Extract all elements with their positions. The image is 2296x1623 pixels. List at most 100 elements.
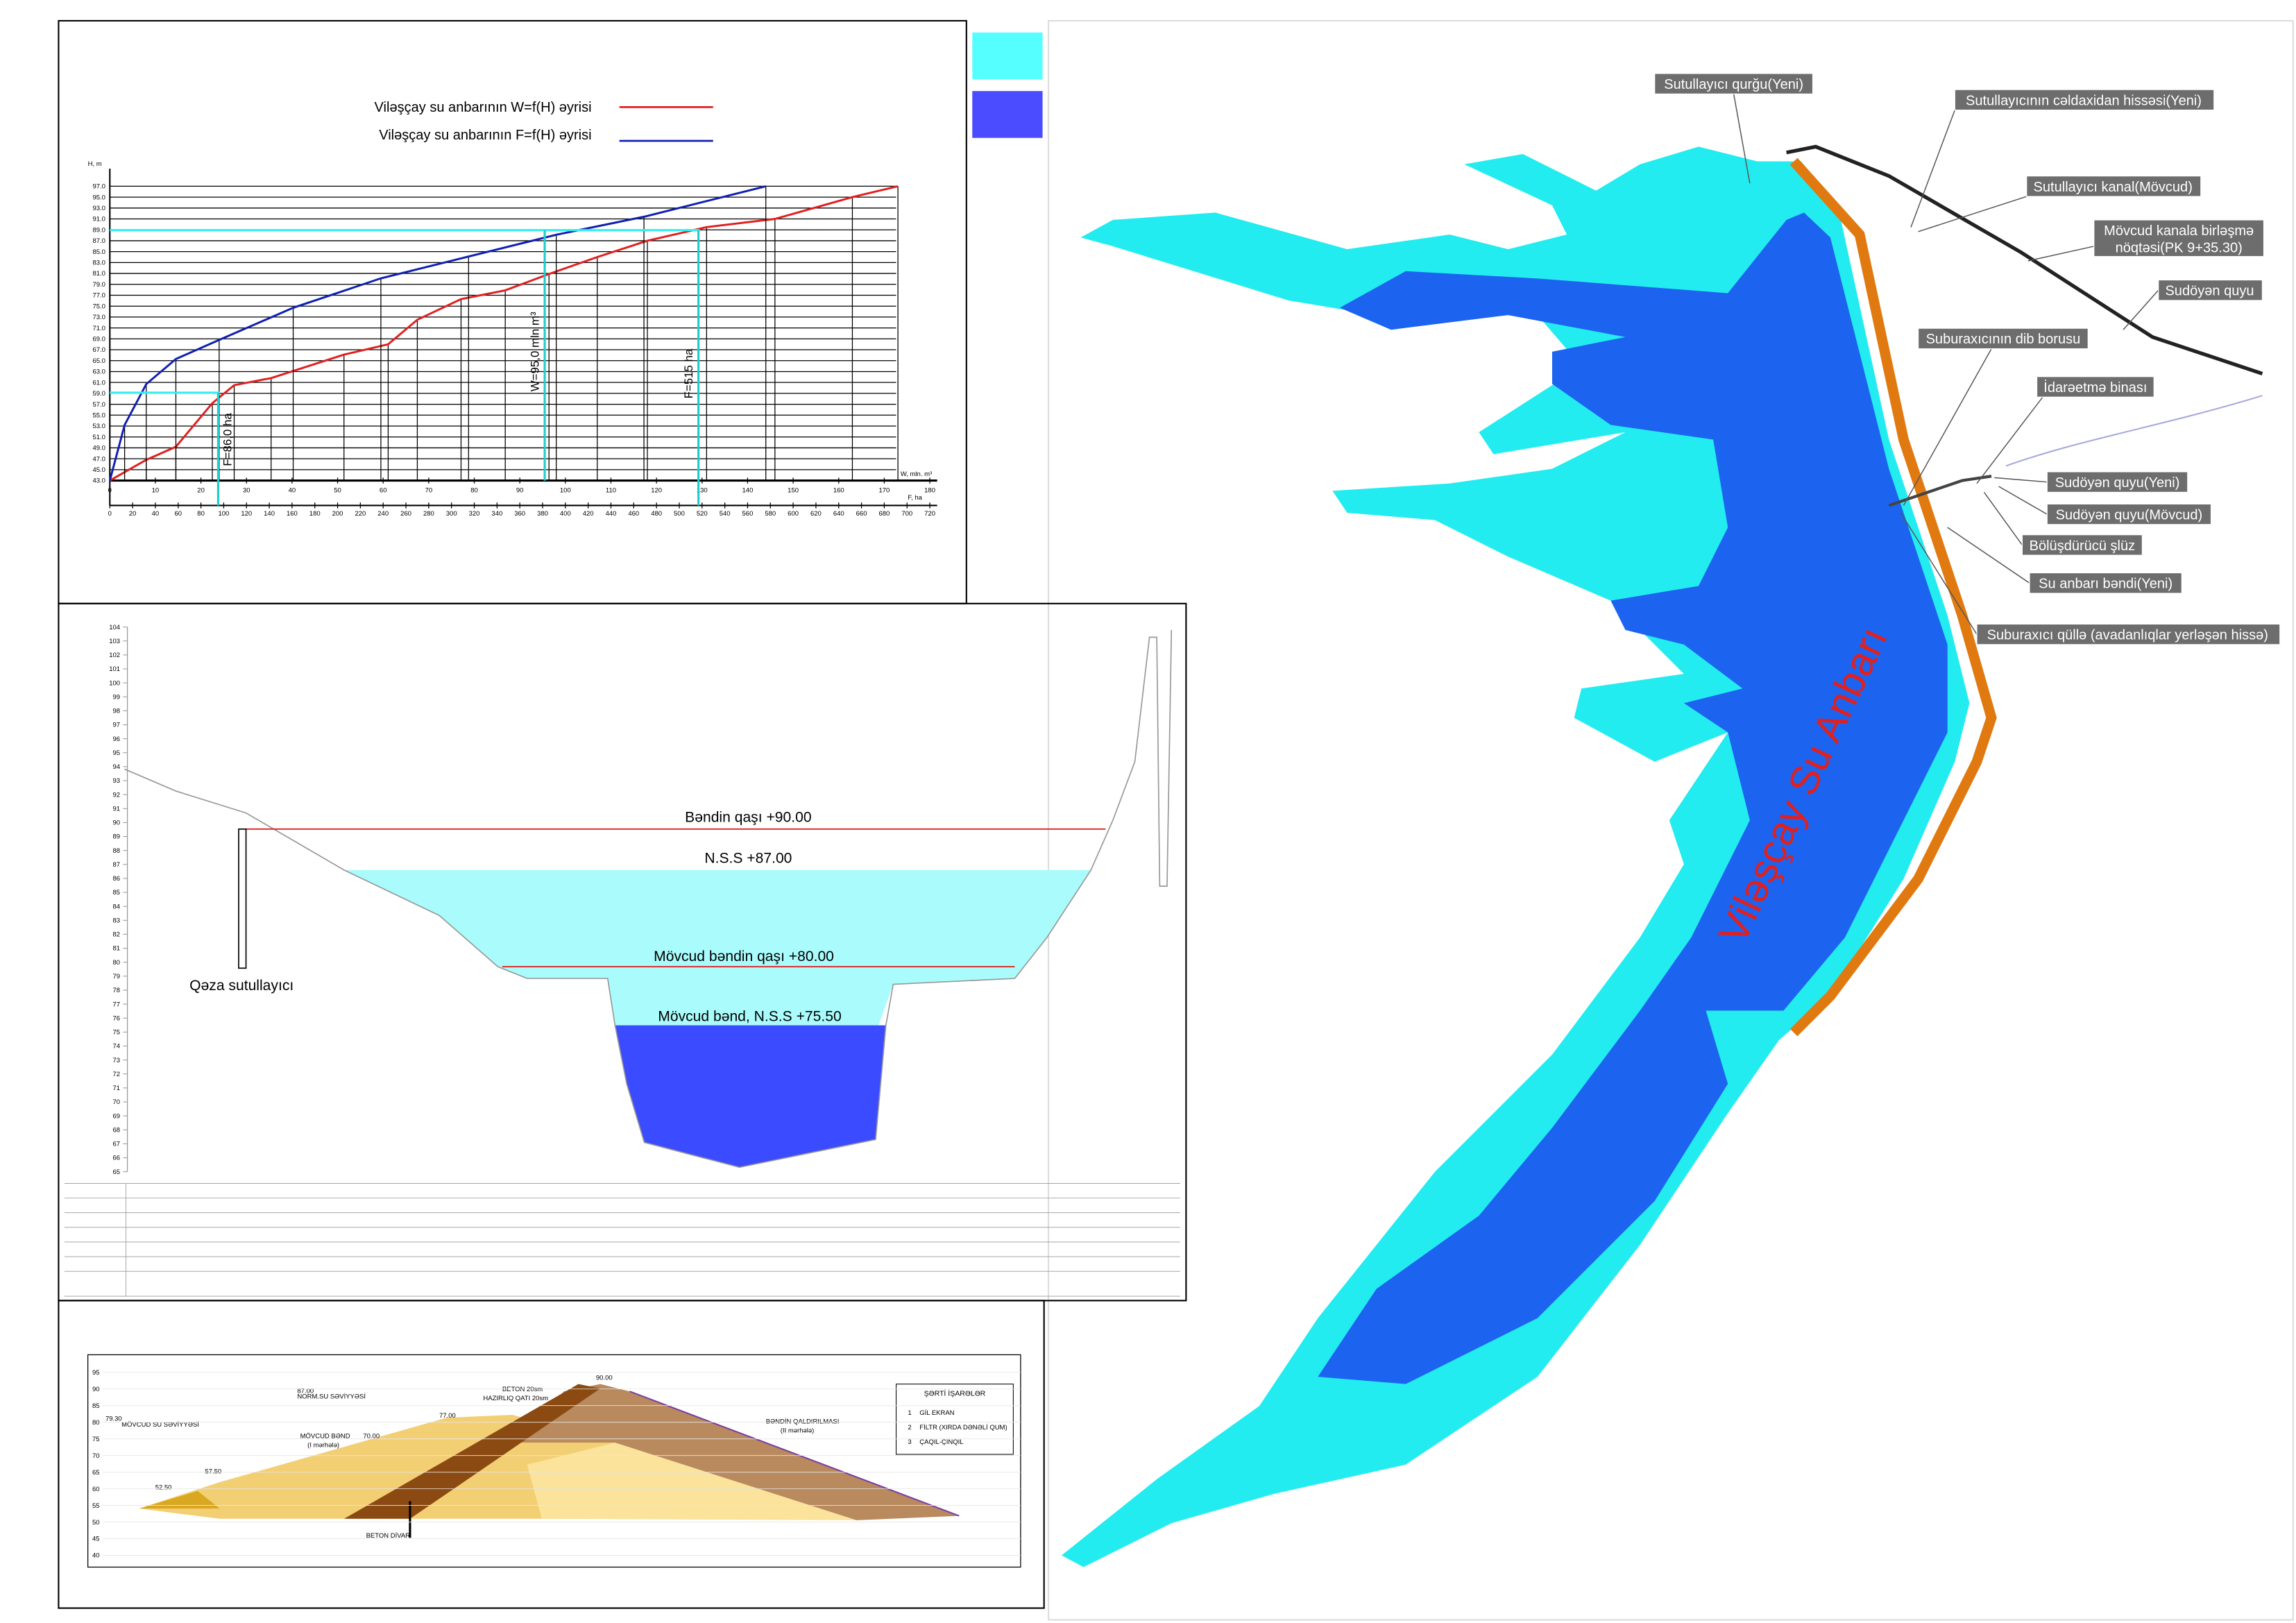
y-tick-label: 90: [112, 819, 120, 827]
f-tick-label: 220: [355, 510, 366, 518]
dam-cross-section: ŞƏRTİ İŞARƏLƏR 1 GİL EKRAN 2 FİLTR (XIRD…: [87, 1354, 1021, 1568]
map-label: Sutullayıcı kanal(Mövcud): [2034, 180, 2193, 195]
section-label: 70.00: [363, 1433, 380, 1441]
y-tick-label: 76: [112, 1014, 120, 1022]
longitudinal-profile: Bəndin qaşı +90.00 N.S.S +87.00 Mövcud b…: [64, 624, 1180, 1297]
section-label: 90.00: [596, 1374, 613, 1382]
y-tick-label: 80: [92, 1419, 100, 1427]
f-tick-label: 140: [264, 510, 275, 518]
legend-item: GİL EKRAN: [919, 1409, 954, 1417]
y-tick-label: 77: [112, 1001, 120, 1008]
f-tick-label: 180: [309, 510, 321, 518]
h-tick-label: 59.0: [92, 390, 105, 398]
y-tick-label: 69: [112, 1112, 120, 1120]
y-tick-label: 72: [112, 1071, 120, 1078]
clay-screen: [343, 1384, 601, 1519]
f-curve: [108, 185, 767, 481]
y-tick-label: 95: [112, 749, 120, 757]
y-tick-label: 79: [112, 973, 120, 980]
w-tick-label: 90: [516, 486, 524, 494]
water-existing: [615, 1025, 886, 1168]
w-tick-label: 70: [425, 486, 433, 494]
h-tick-label: 65.0: [92, 357, 105, 365]
w-tick-label: 140: [742, 486, 754, 494]
ground-line: [124, 629, 1173, 1169]
level-label: Mövcud bəndin qaşı +80.00: [654, 949, 834, 965]
f-tick-label: 20: [129, 510, 137, 518]
map-labels: Sutullayıcı qurğu(Yeni) Sutullayıcının c…: [1654, 73, 2281, 645]
h-tick-label: 81.0: [92, 270, 105, 278]
f-tick-label: 320: [469, 510, 480, 518]
section-label: MÖVCUD SU SƏVİYYƏSİ: [121, 1421, 199, 1429]
spillway-label: Qəza sutullayıcı: [189, 978, 294, 994]
w-tick-label: 50: [334, 486, 341, 494]
y-tick-label: 99: [112, 693, 120, 701]
map-label: Sutullayıcı qurğu(Yeni): [1664, 77, 1803, 92]
section-label: 52.50: [155, 1484, 172, 1492]
y-tick-label: 75: [112, 1029, 120, 1037]
f-tick-label: 260: [400, 510, 411, 518]
w-tick-label: 180: [924, 486, 935, 494]
y-tick-label: 40: [92, 1552, 100, 1560]
y-tick-label: 67: [112, 1141, 120, 1148]
section-label: 77.00: [439, 1412, 456, 1420]
w-tick-label: 130: [697, 486, 708, 494]
f-tick-label: 60: [174, 510, 182, 518]
level-label: N.S.S +87.00: [704, 850, 792, 866]
map-label: Sudöyən quyu: [2165, 284, 2254, 299]
legend-text: Viləşçay su anbarının F=f(H) əyrisi: [379, 128, 591, 143]
h-tick-label: 93.0: [92, 205, 105, 212]
y-tick-label: 73: [112, 1057, 120, 1064]
level-label: Mövcud bənd, N.S.S +75.50: [658, 1008, 841, 1024]
y-tick-label: 103: [109, 638, 120, 645]
y-tick-label: 75: [92, 1436, 100, 1443]
curve-legend: Viləşçay su anbarının W=f(H) əyrisi Vilə…: [375, 100, 713, 143]
f-tick-label: 420: [583, 510, 594, 518]
y-tick-label: 82: [112, 931, 120, 939]
section-label: 57.50: [205, 1468, 221, 1475]
section-legend: [895, 1384, 1014, 1455]
y-tick-label: 80: [112, 959, 120, 967]
w-tick-label: 100: [560, 486, 571, 494]
f-tick-label: 400: [560, 510, 571, 518]
w-tick-label: 170: [878, 486, 890, 494]
y-tick-label: 88: [112, 847, 120, 855]
h-tick-label: 71.0: [92, 325, 105, 332]
y-tick-label: 78: [112, 987, 120, 994]
section-label: HAZIRLIQ QATI 20sm: [483, 1395, 548, 1402]
y-tick-label: 55: [92, 1502, 100, 1510]
section-label: BƏNDİN QALDIRILMASI: [766, 1418, 840, 1426]
w-tick-label: 0: [108, 486, 112, 494]
section-panel: [58, 1300, 1045, 1609]
w-tick-label: 40: [289, 486, 296, 494]
y-tick-label: 96: [112, 736, 120, 743]
h-tick-label: 57.0: [92, 401, 105, 409]
filter-zone: [527, 1443, 857, 1520]
f-tick-label: 100: [218, 510, 229, 518]
f-tick-label: 200: [332, 510, 343, 518]
axis-label: W, mln. m³: [901, 470, 932, 478]
map-label: Suburaxıcı qüllə (avadanlıqlar yerləşən …: [1987, 628, 2268, 643]
legend-item: FİLTR (XIRDA DƏNƏLİ QUM): [919, 1424, 1007, 1431]
map-frame: [1047, 19, 2294, 1621]
f-tick-label: 480: [651, 510, 662, 518]
legend-title: ŞƏRTİ İŞARƏLƏR: [924, 1389, 986, 1398]
h-tick-label: 45.0: [92, 466, 105, 474]
f-tick-label: 500: [674, 510, 685, 518]
reservoir-map: Viləşçay Su Anbarı Sutullayıcı qurğu(Yen…: [1061, 73, 2281, 1567]
y-tick-label: 71: [112, 1085, 120, 1092]
w-tick-label: 120: [651, 486, 662, 494]
map-label: Su anbarı bəndi(Yeni): [2039, 577, 2172, 592]
f-tick-label: 380: [537, 510, 548, 518]
f-tick-label: 580: [765, 510, 776, 518]
w-tick-label: 150: [788, 486, 799, 494]
section-label: (II mərhələ): [781, 1427, 815, 1434]
section-label: (I mərhələ): [307, 1441, 339, 1449]
f-tick-label: 340: [491, 510, 502, 518]
h-tick-label: 79.0: [92, 281, 105, 289]
legend-swatch-shallow: [972, 32, 1043, 80]
section-frame: [87, 1354, 1021, 1568]
f-tick-label: 620: [810, 510, 822, 518]
section-label: NORM.SU SƏVİYYƏSİ: [297, 1393, 366, 1401]
h-tick-label: 55.0: [92, 411, 105, 419]
